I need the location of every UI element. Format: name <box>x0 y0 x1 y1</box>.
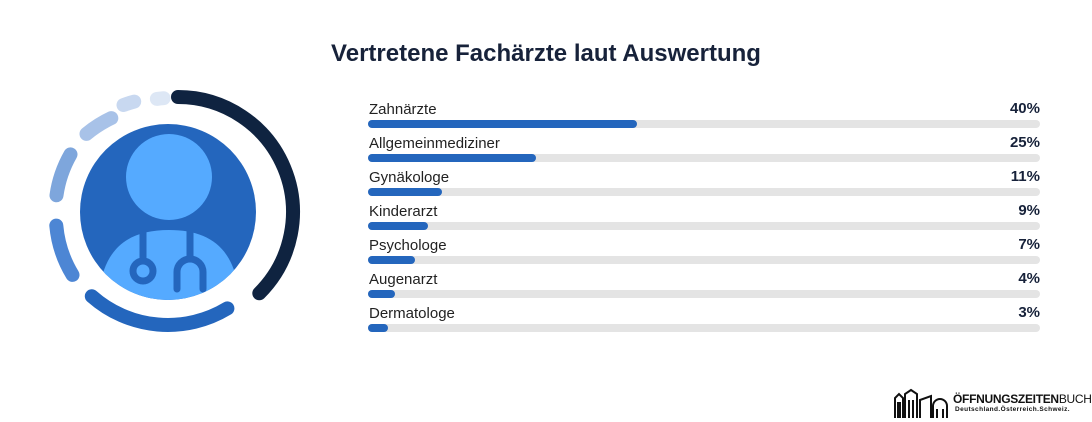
bar-track <box>368 154 1040 162</box>
bar-row-kinderarzt: Kinderarzt 9% <box>368 198 1040 232</box>
bar-chart: Zahnärzte 40% Allgemeinmediziner 25% Gyn… <box>368 96 1040 334</box>
bar-label: Gynäkologe <box>369 169 450 186</box>
bar-label: Augenarzt <box>369 271 438 288</box>
bar-track <box>368 290 1040 298</box>
doctor-illustration <box>49 90 300 332</box>
chart-title: Vertretene Fachärzte laut Auswertung <box>331 40 761 67</box>
bar <box>368 324 389 332</box>
bar <box>368 290 395 298</box>
ring-segment-light-3 <box>116 94 142 112</box>
bar-value: 25% <box>1009 134 1040 151</box>
doctor-icon <box>98 134 240 300</box>
bar-label: Dermatologe <box>369 305 455 322</box>
bar-value: 3% <box>1018 304 1040 321</box>
ring-segment-mid <box>49 218 80 282</box>
bar-row-psychologe: Psychologe 7% <box>368 232 1040 266</box>
bar-label: Kinderarzt <box>369 203 438 220</box>
bar-label: Psychologe <box>369 237 447 254</box>
bar <box>368 222 429 230</box>
bar <box>368 188 442 196</box>
bar-label: Allgemeinmediziner <box>369 135 500 152</box>
stethoscope-icon <box>129 225 207 293</box>
ring-segment-light-1 <box>49 147 78 203</box>
bar-row-zahnaerzte: Zahnärzte 40% <box>368 96 1040 130</box>
bar-value: 11% <box>1010 168 1040 185</box>
bar-row-allgemeinmediziner: Allgemeinmediziner 25% <box>368 130 1040 164</box>
bar-track <box>368 222 1040 230</box>
bar-label: Zahnärzte <box>369 101 437 118</box>
bar-row-augenarzt: Augenarzt 4% <box>368 266 1040 300</box>
bar-track <box>368 188 1040 196</box>
logo-wordmark: ÖFFNUNGSZEITENBUCH <box>953 392 1092 406</box>
bar <box>368 154 536 162</box>
bar-value: 4% <box>1018 270 1040 287</box>
bar-value: 40% <box>1009 100 1040 117</box>
logo-tagline: Deutschland.Österreich.Schweiz. <box>955 406 1070 413</box>
bar-value: 7% <box>1018 236 1040 253</box>
logo-name-light: BUCH <box>1058 392 1092 406</box>
ring-segment-light-4 <box>149 91 171 106</box>
bar-track <box>368 324 1040 332</box>
bar-row-gynaekologe: Gynäkologe 11% <box>368 164 1040 198</box>
bar <box>368 120 637 128</box>
ring-segment-dark <box>171 90 300 301</box>
ring-segment-light-2 <box>79 111 119 141</box>
bar <box>368 256 416 264</box>
bar-track <box>368 120 1040 128</box>
bar-track <box>368 256 1040 264</box>
logo-name-bold: ÖFFNUNGSZEITEN <box>953 392 1059 406</box>
doctor-head <box>126 134 212 220</box>
bar-row-dermatologe: Dermatologe 3% <box>368 300 1040 334</box>
ring-segment-blue <box>84 289 235 332</box>
building-icon <box>894 388 948 418</box>
bar-value: 9% <box>1018 202 1040 219</box>
brand-logo: ÖFFNUNGSZEITENBUCH Deutschland.Österreic… <box>893 388 1092 418</box>
